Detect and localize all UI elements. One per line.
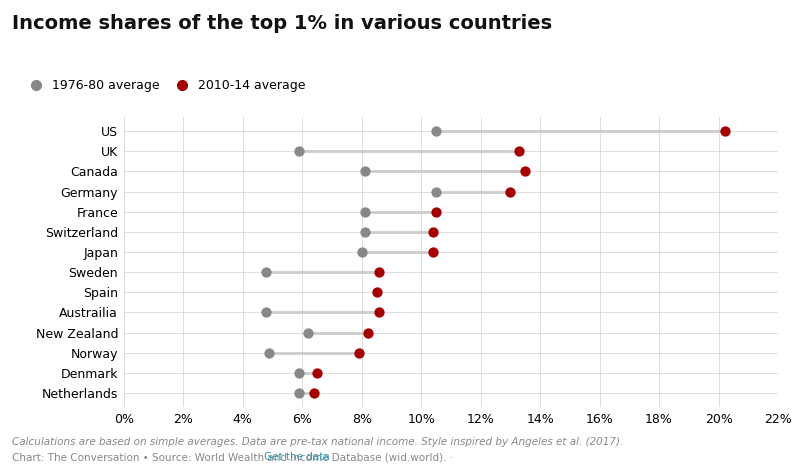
Point xyxy=(293,369,306,377)
Point xyxy=(427,248,440,256)
Point xyxy=(293,389,306,397)
Point xyxy=(260,269,273,276)
Legend: 1976-80 average, 2010-14 average: 1976-80 average, 2010-14 average xyxy=(18,74,311,97)
Point xyxy=(373,269,386,276)
Text: Chart: The Conversation • Source: World Wealth and Income Database (wid.world). : Chart: The Conversation • Source: World … xyxy=(12,453,456,462)
Point xyxy=(355,248,368,256)
Point xyxy=(260,309,273,316)
Point xyxy=(308,389,321,397)
Point xyxy=(429,188,442,195)
Point xyxy=(358,168,371,175)
Text: Income shares of the top 1% in various countries: Income shares of the top 1% in various c… xyxy=(12,14,552,33)
Point xyxy=(429,127,442,135)
Point xyxy=(310,369,323,377)
Point xyxy=(352,349,365,357)
Point xyxy=(263,349,276,357)
Point xyxy=(373,309,386,316)
Point xyxy=(429,208,442,215)
Point xyxy=(358,228,371,235)
Point xyxy=(361,329,374,336)
Text: Get the data: Get the data xyxy=(264,453,330,462)
Point xyxy=(427,228,440,235)
Text: Calculations are based on simple averages. Data are pre-tax national income. Sty: Calculations are based on simple average… xyxy=(12,437,623,447)
Point xyxy=(370,289,383,296)
Point xyxy=(504,188,517,195)
Point xyxy=(293,147,306,155)
Point xyxy=(302,329,314,336)
Point xyxy=(718,127,731,135)
Point xyxy=(358,208,371,215)
Point xyxy=(513,147,526,155)
Point xyxy=(519,168,531,175)
